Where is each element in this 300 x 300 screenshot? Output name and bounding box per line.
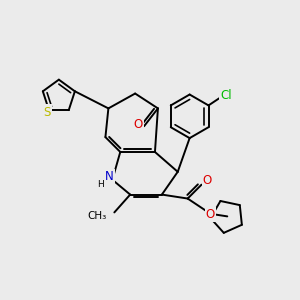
Text: N: N [105,170,114,183]
Text: S: S [43,106,51,118]
Text: O: O [134,118,143,131]
Text: O: O [203,174,212,187]
Text: Cl: Cl [220,89,232,102]
Text: CH₃: CH₃ [87,212,106,221]
Text: H: H [97,180,104,189]
Text: O: O [206,208,215,221]
